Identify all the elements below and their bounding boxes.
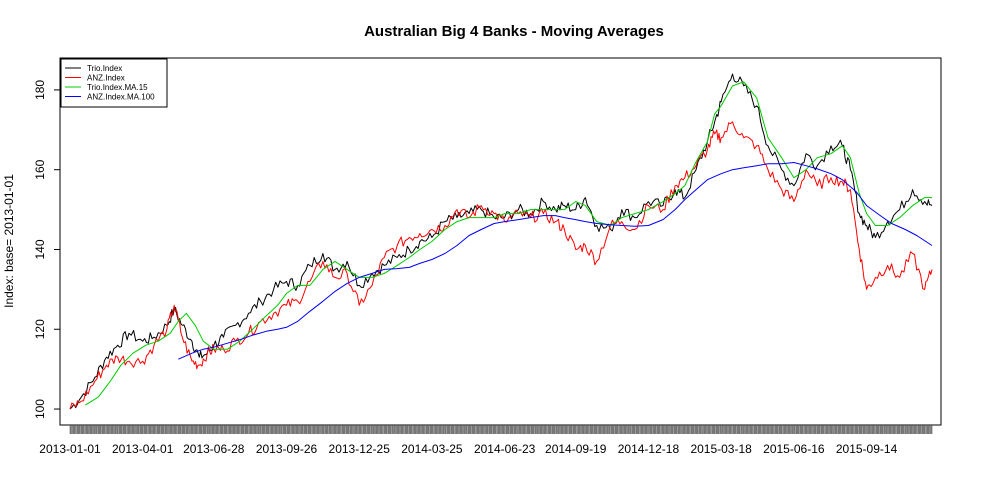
x-tick-label: 2015-09-14: [836, 442, 898, 456]
series-line-trio-index-ma-15: [85, 81, 932, 406]
y-tick-label: 180: [33, 80, 47, 100]
x-tick-label: 2013-06-28: [183, 442, 245, 456]
series-line-anz-index-ma-100: [178, 162, 933, 360]
y-tick-label: 160: [33, 159, 47, 179]
series-line-trio-index: [69, 73, 933, 410]
legend-entry: ANZ.Index.MA.100: [87, 93, 155, 102]
x-tick-label: 2015-03-18: [690, 442, 752, 456]
legend-entry: Trio.Index.MA.15: [87, 83, 148, 92]
legend-box: [60, 58, 168, 108]
x-tick-label: 2014-06-23: [474, 442, 536, 456]
y-axis: 100 120 140 160 180: [33, 80, 61, 419]
x-tick-label: 2014-03-25: [401, 442, 463, 456]
y-tick-label: 100: [33, 399, 47, 419]
legend-entry: ANZ.Index: [87, 74, 125, 83]
plot-frame: [59, 57, 942, 426]
x-axis-rug: [69, 425, 933, 434]
x-tick-label: 2013-01-01: [39, 442, 101, 456]
x-tick-label: 2013-09-26: [256, 442, 318, 456]
legend: Trio.IndexANZ.IndexTrio.Index.MA.15ANZ.I…: [60, 58, 168, 108]
x-rug-marks: [69, 425, 933, 434]
chart-title: Australian Big 4 Banks - Moving Averages: [364, 23, 664, 40]
x-tick-label: 2013-04-01: [112, 442, 174, 456]
x-tick-label: 2015-06-16: [763, 442, 825, 456]
x-tick-label: 2014-09-19: [545, 442, 607, 456]
y-axis-label: Index: base= 2013-01-01: [2, 174, 16, 308]
x-tick-label: 2013-12-25: [329, 442, 391, 456]
x-axis: 2013-01-01 2013-04-01 2013-06-28 2013-09-26…: [39, 442, 897, 456]
legend-entry: Trio.Index: [87, 64, 122, 73]
y-tick-label: 120: [33, 319, 47, 339]
plot-area: [69, 73, 933, 410]
y-tick-label: 140: [33, 239, 47, 259]
x-tick-label: 2014-12-18: [618, 442, 680, 456]
